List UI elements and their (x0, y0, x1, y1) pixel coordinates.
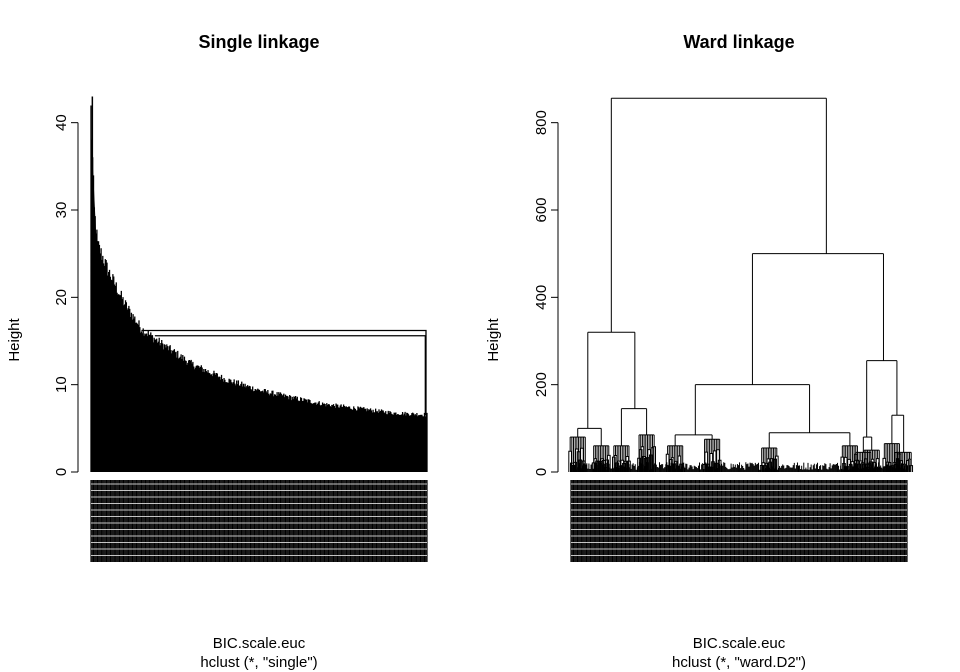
y-tick-label: 200 (533, 372, 550, 397)
leaf-bracket (774, 455, 779, 472)
y-axis-label: Height (485, 317, 502, 361)
leaf-bracket (899, 460, 903, 472)
y-tick-label: 30 (53, 202, 70, 219)
leaf-bracket (613, 455, 618, 472)
leaf-bracket (709, 453, 714, 472)
leaf-bracket (575, 448, 579, 472)
low-level-branches (570, 461, 908, 472)
x-axis-label: BIC.scale.euc (213, 635, 306, 652)
x-axis-label: BIC.scale.euc (693, 635, 786, 652)
chart-title: Ward linkage (683, 32, 794, 52)
leaf-bracket (576, 451, 581, 472)
y-tick-label: 10 (53, 376, 70, 393)
y-tick-label: 0 (53, 468, 70, 476)
leaf-bracket (642, 455, 646, 472)
leaf-labels (90, 480, 428, 562)
method-subtitle: hclust (*, "ward.D2") (672, 654, 806, 671)
dendrogram-tree (568, 97, 914, 472)
leaf-bracket (595, 460, 599, 472)
y-tick-label: 20 (53, 289, 70, 306)
leaf-bracket (858, 460, 863, 472)
leaf-labels (570, 480, 908, 562)
chart-title: Single linkage (198, 32, 319, 52)
ward-linkage-panel: Ward linkage Height BIC.scale.euc hclust… (485, 32, 914, 671)
leaf-label-strip (90, 480, 428, 562)
y-tick-label: 0 (533, 468, 550, 476)
leaf-bracket (716, 449, 720, 472)
single-linkage-panel: Single linkage Height BIC.scale.euc hclu… (6, 32, 428, 671)
leaf-bracket (909, 465, 914, 472)
leaf-bracket (652, 446, 657, 472)
late-merge-branch (141, 329, 427, 416)
y-tick-label: 600 (533, 197, 550, 222)
chaining-fill (91, 126, 427, 472)
leaf-bracket (840, 456, 845, 472)
y-axis: 0 10 20 30 40 (53, 114, 79, 476)
y-tick-label: 800 (533, 110, 550, 135)
leaf-bracket (847, 458, 851, 472)
leaf-bracket (647, 449, 651, 472)
y-tick-label: 40 (53, 114, 70, 131)
leaf-bracket (640, 446, 645, 472)
y-tick-label: 400 (533, 285, 550, 310)
y-axis-label: Height (6, 317, 23, 361)
y-axis: 0 200 400 600 800 (533, 110, 559, 476)
dendrogram-tree (90, 96, 428, 472)
method-subtitle: hclust (*, "single") (200, 654, 317, 671)
leaf-label-strip (570, 480, 908, 562)
late-merge-branch (154, 335, 426, 416)
